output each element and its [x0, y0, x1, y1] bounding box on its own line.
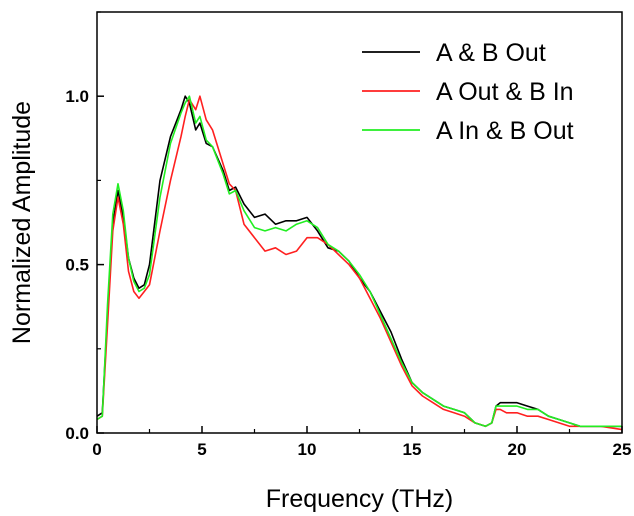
- series-line-1: [96, 95, 623, 431]
- y-tick-label: 0.5: [65, 256, 89, 275]
- plot-frame: [96, 11, 623, 434]
- legend: A & B Out A Out & B In A In & B Out: [362, 39, 574, 145]
- legend-label-1: A Out & B In: [436, 78, 574, 106]
- x-tick-label: 15: [403, 440, 422, 459]
- y-tick-label: 0.0: [65, 424, 89, 443]
- x-tick-label: 5: [197, 440, 206, 459]
- y-tick-label: 1.0: [65, 87, 89, 106]
- x-tick-label: 25: [613, 440, 632, 459]
- x-axis: 0 5 10 15 20 25: [92, 426, 631, 459]
- series-line-2: [96, 95, 622, 428]
- legend-label-2: A In & B Out: [436, 117, 574, 145]
- plot-lines: [96, 95, 623, 431]
- y-axis: 0.0 0.5 1.0: [65, 11, 104, 443]
- x-tick-label: 0: [92, 440, 101, 459]
- series-line-0: [96, 95, 622, 428]
- x-axis-title: Frequency (THz): [266, 485, 454, 513]
- x-tick-label: 20: [508, 440, 527, 459]
- x-tick-label: 10: [298, 440, 317, 459]
- legend-label-0: A & B Out: [436, 39, 546, 67]
- y-axis-title: Normalized Amplitude: [8, 101, 36, 344]
